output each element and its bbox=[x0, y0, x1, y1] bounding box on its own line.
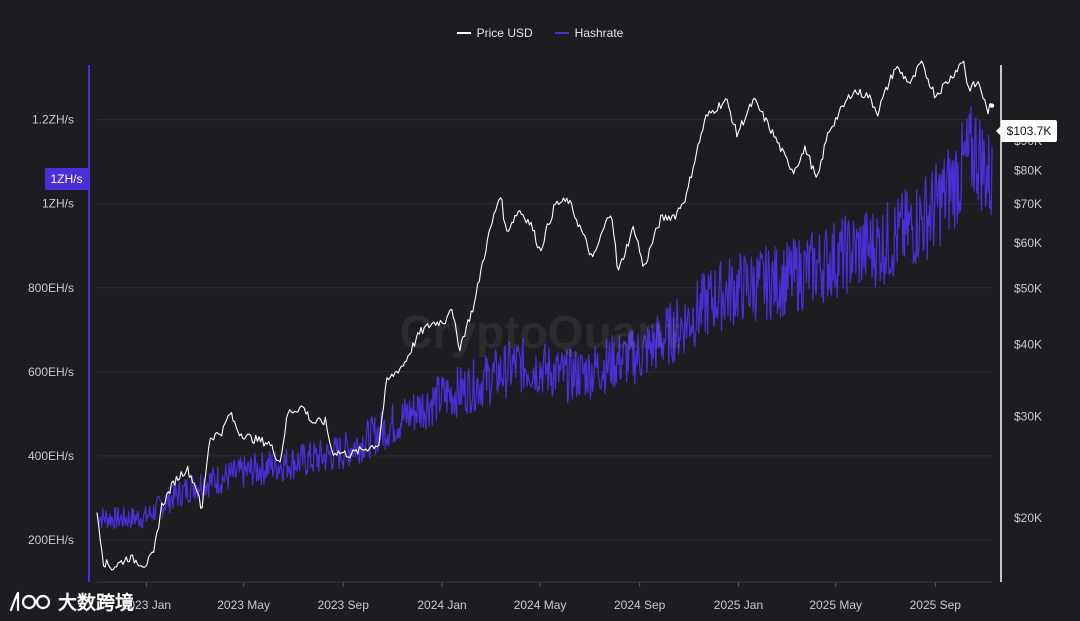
current-price-badge: $103.7K bbox=[996, 120, 1057, 142]
y-right-tick-label: $70K bbox=[1014, 197, 1042, 211]
x-tick-label: 2025 Sep bbox=[910, 598, 962, 612]
y-left-tick-label: 400EH/s bbox=[28, 449, 74, 463]
x-tick-label: 2023 Sep bbox=[318, 598, 370, 612]
y-right-tick-label: $80K bbox=[1014, 164, 1042, 178]
y-left-tick-label: 200EH/s bbox=[28, 533, 74, 547]
y-left-tick-label: 1ZH/s bbox=[42, 197, 74, 211]
legend-label-price: Price USD bbox=[476, 26, 533, 40]
y-right-tick-label: $50K bbox=[1014, 282, 1042, 296]
x-tick-label: 2025 Jan bbox=[714, 598, 763, 612]
x-tick-label: 2024 May bbox=[514, 598, 567, 612]
brand-watermark: 大数跨境 bbox=[8, 588, 134, 615]
x-tick-label: 2025 May bbox=[809, 598, 862, 612]
y-right-tick-label: $40K bbox=[1014, 337, 1042, 351]
legend-swatch-hashrate bbox=[554, 32, 569, 34]
hashrate-crosshair-badge: 1ZH/s bbox=[45, 168, 88, 190]
y-right-tick-label: $60K bbox=[1014, 236, 1042, 250]
y-left-tick-label: 1.2ZH/s bbox=[32, 113, 74, 127]
y-left-tick-label: 600EH/s bbox=[28, 365, 74, 379]
x-tick-label: 2024 Sep bbox=[614, 598, 666, 612]
legend-label-hashrate: Hashrate bbox=[574, 26, 624, 40]
legend: Price USD Hashrate bbox=[0, 26, 1080, 40]
brand-text: 大数跨境 bbox=[58, 593, 135, 614]
x-tick-label: 2023 May bbox=[217, 598, 270, 612]
y-right-tick-label: $20K bbox=[1014, 511, 1042, 525]
watermark: CryptoQuant bbox=[399, 306, 681, 358]
price-series-line bbox=[96, 60, 992, 571]
price-last-point bbox=[989, 103, 995, 108]
logo-icon bbox=[9, 591, 51, 611]
hashrate-series-line bbox=[96, 106, 993, 530]
legend-item-price[interactable]: Price USD bbox=[456, 26, 533, 40]
y-right-tick-label: $30K bbox=[1014, 410, 1042, 424]
x-tick-label: 2024 Jan bbox=[417, 598, 466, 612]
legend-swatch-price bbox=[456, 32, 471, 34]
x-tick-label: 2023 Jan bbox=[122, 598, 171, 612]
legend-item-hashrate[interactable]: Hashrate bbox=[554, 26, 624, 40]
y-left-tick-label: 800EH/s bbox=[28, 281, 74, 295]
